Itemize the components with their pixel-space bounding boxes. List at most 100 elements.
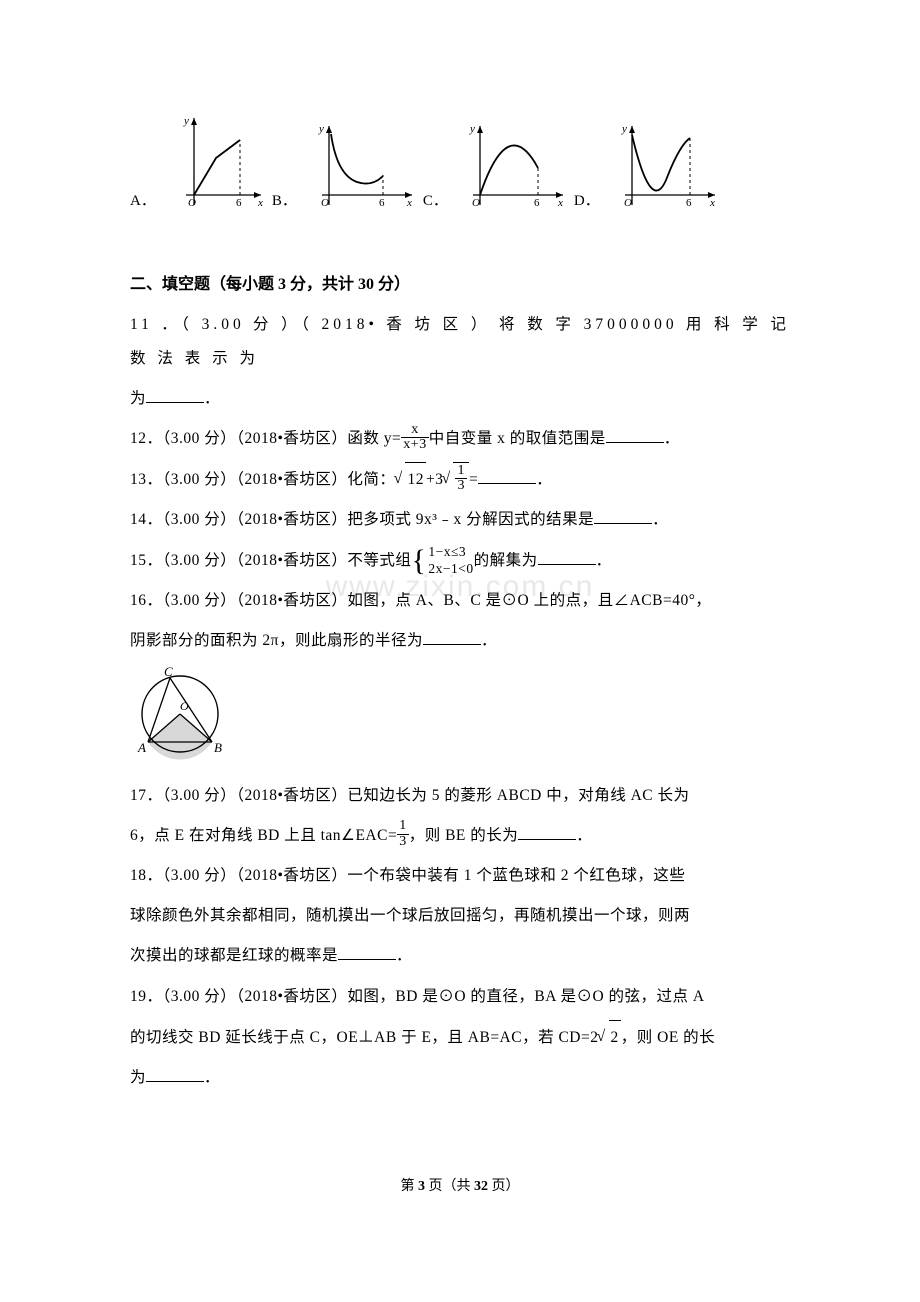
svg-text:6: 6 — [686, 197, 692, 209]
q11-text: 11 ．（ 3.00 分 ）（ 2018• 香 坊 区 ） 将 数 字 3700… — [130, 316, 790, 367]
q12-suffix: ． — [664, 430, 680, 447]
q12-num: x — [401, 423, 428, 439]
q15-sys-l1: 1−x≤3 — [428, 544, 466, 559]
question-12: 12．（3.00 分）（2018•香坊区）函数 y=xx+3中自变量 x 的取值… — [130, 422, 790, 456]
graph-options-row: A． O 6 x y B． O 6 x — [130, 110, 790, 210]
question-18-line1: 18．（3.00 分）（2018•香坊区）一个布袋中装有 1 个蓝色球和 2 个… — [130, 859, 790, 893]
q18-blank — [338, 944, 396, 961]
q18-line3: 次摸出的球都是红球的概率是 — [130, 947, 338, 964]
question-18-line2: 球除颜色外其余都相同，随机摸出一个球后放回摇匀，再随机摸出一个球，则两 — [130, 899, 790, 933]
q13-suffix: ． — [536, 471, 552, 488]
q15-text-a: 15．（3.00 分）（2018•香坊区）不等式组 — [130, 552, 411, 569]
q14-text: 14．（3.00 分）（2018•香坊区）把多项式 9x³﹣x 分解因式的结果是 — [130, 511, 594, 528]
q14-suffix: ． — [652, 511, 668, 528]
q13-sqrt1: 12 — [395, 462, 426, 497]
question-16-line2: 阴影部分的面积为 2π，则此扇形的半径为 ． — [130, 624, 790, 658]
section-2-title: 二、填空题（每小题 3 分，共计 30 分） — [130, 270, 790, 294]
option-a-label: A． — [130, 189, 156, 210]
footer-page: 3 — [418, 1179, 425, 1194]
footer-c: 页（共 — [425, 1179, 474, 1194]
graph-d: O 6 x y — [610, 120, 720, 210]
q17-fraction: 13 — [397, 819, 409, 849]
svg-text:O: O — [321, 197, 329, 209]
svg-text:x: x — [406, 197, 412, 209]
q11-blank — [146, 387, 204, 404]
graph-c: O 6 x y — [458, 120, 568, 210]
q13-sqrt1-val: 12 — [405, 462, 426, 497]
brace-icon: { — [411, 546, 426, 576]
q17-num: 1 — [397, 819, 409, 835]
q19-suffix: ． — [204, 1069, 220, 1086]
q12-fraction: xx+3 — [401, 423, 428, 453]
q19-line2a: 的切线交 BD 延长线于点 C，OE⊥AB 于 E，且 AB=AC，若 CD=2 — [130, 1029, 599, 1046]
graph-a: O 6 x y — [166, 110, 266, 210]
svg-text:B: B — [214, 740, 222, 755]
q12-blank — [606, 427, 664, 444]
q16-blank — [423, 628, 481, 645]
q13-sqrt2-frac: 13 — [453, 462, 469, 497]
svg-text:A: A — [137, 740, 146, 755]
q12-den: x+3 — [401, 438, 428, 453]
q12-text-b: 中自变量 x 的取值范围是 — [429, 430, 606, 447]
question-19-line1: 19．（3.00 分）（2018•香坊区）如图，BD 是⊙O 的直径，BA 是⊙… — [130, 980, 790, 1014]
q15-text-b: 的解集为 — [474, 552, 538, 569]
svg-text:6: 6 — [236, 197, 242, 209]
q17-line2a: 6，点 E 在对角线 BD 上且 tan∠EAC= — [130, 827, 397, 844]
question-19-line2: 的切线交 BD 延长线于点 C，OE⊥AB 于 E，且 AB=AC，若 CD=2… — [130, 1020, 790, 1055]
q17-blank — [518, 824, 576, 841]
page-footer: 第 3 页（共 32 页） — [130, 1175, 790, 1195]
option-b-label: B． — [272, 189, 297, 210]
q15-suffix: ． — [596, 552, 612, 569]
footer-a: 第 — [401, 1179, 419, 1194]
svg-text:O: O — [624, 197, 632, 209]
question-13: 13．（3.00 分）（2018•香坊区）化简：12+313=． — [130, 462, 790, 497]
q16-figure: A B C O — [130, 664, 790, 769]
q19-line3: 为 — [130, 1069, 146, 1086]
q19-sqrt-val: 2 — [609, 1020, 621, 1055]
q17-suffix: ． — [576, 827, 592, 844]
q13-s2-den: 3 — [455, 479, 467, 494]
q15-blank — [538, 548, 596, 565]
question-19-line3: 为． — [130, 1061, 790, 1095]
q19-sqrt: 2 — [599, 1020, 621, 1055]
q14-blank — [594, 508, 652, 525]
q13-eq: = — [469, 471, 478, 488]
question-11: 11 ．（ 3.00 分 ）（ 2018• 香 坊 区 ） 将 数 字 3700… — [130, 308, 790, 376]
svg-text:y: y — [183, 115, 189, 127]
svg-text:y: y — [469, 123, 475, 135]
graph-b: O 6 x y — [307, 120, 417, 210]
q13-sqrt2: 13 — [443, 462, 469, 497]
question-15: 15．（3.00 分）（2018•香坊区）不等式组{1−x≤3 2x−1<0的解集… — [130, 544, 790, 578]
svg-text:x: x — [557, 197, 563, 209]
q15-system: {1−x≤3 2x−1<0 — [411, 544, 473, 578]
q19-line2b: ，则 OE 的长 — [621, 1029, 715, 1046]
q13-blank — [478, 468, 536, 485]
question-11-line2: 为． — [130, 382, 790, 416]
q17-den: 3 — [397, 835, 409, 850]
svg-text:y: y — [318, 123, 324, 135]
q12-text-a: 12．（3.00 分）（2018•香坊区）函数 y= — [130, 430, 401, 447]
question-17-line1: 17．（3.00 分）（2018•香坊区）已知边长为 5 的菱形 ABCD 中，… — [130, 779, 790, 813]
footer-e: 页） — [488, 1179, 520, 1194]
footer-total: 32 — [474, 1179, 488, 1194]
question-18-line3: 次摸出的球都是红球的概率是． — [130, 939, 790, 973]
q13-s2-num: 1 — [455, 464, 467, 480]
question-17-line2: 6，点 E 在对角线 BD 上且 tan∠EAC=13，则 BE 的长为． — [130, 819, 790, 853]
option-d-label: D． — [574, 189, 600, 210]
q16-suffix: ． — [481, 632, 497, 649]
q13-text-a: 13．（3.00 分）（2018•香坊区）化简： — [130, 471, 395, 488]
q11-suffix: ． — [204, 390, 220, 407]
svg-text:6: 6 — [534, 197, 540, 209]
svg-text:x: x — [257, 197, 263, 209]
option-c-label: C． — [423, 189, 448, 210]
question-16-line1: 16．（3.00 分）（2018•香坊区）如图，点 A、B、C 是⊙O 上的点，… — [130, 584, 790, 618]
svg-text:y: y — [621, 123, 627, 135]
q15-sys-l2: 2x−1<0 — [428, 561, 473, 576]
svg-text:x: x — [709, 197, 715, 209]
q19-blank — [146, 1065, 204, 1082]
svg-text:O: O — [188, 197, 196, 209]
q16-line2a: 阴影部分的面积为 2π，则此扇形的半径为 — [130, 632, 423, 649]
svg-text:C: C — [164, 664, 173, 679]
svg-text:6: 6 — [379, 197, 385, 209]
svg-text:O: O — [180, 699, 189, 713]
